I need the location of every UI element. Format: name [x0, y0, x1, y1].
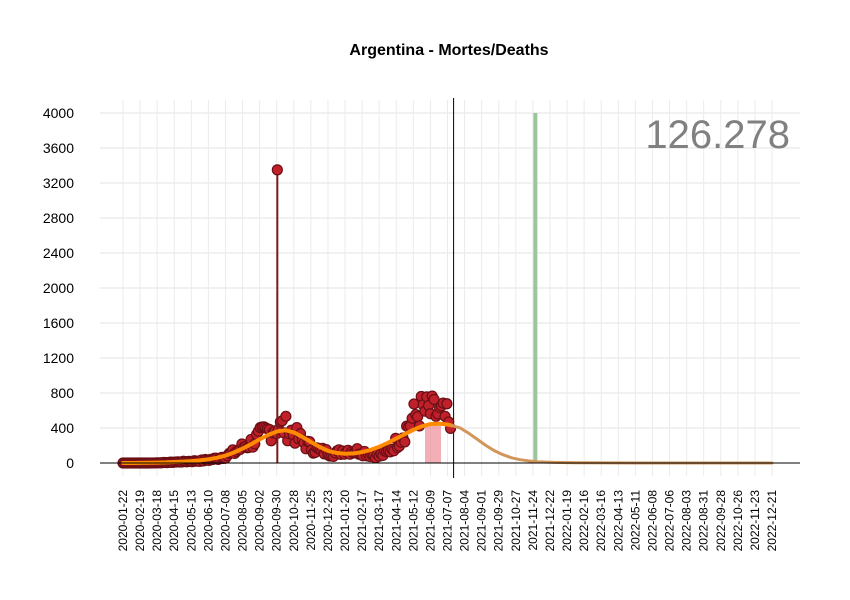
smoothed-trend-line — [121, 421, 454, 465]
x-tick-label: 2020-02-19 — [133, 490, 147, 552]
x-tick-label: 2021-08-04 — [458, 490, 472, 552]
projection-line — [450, 423, 774, 465]
x-tick-label: 2022-08-31 — [697, 490, 711, 552]
chart-title: Argentina - Mortes/Deaths — [349, 42, 548, 59]
y-tick-label: 4000 — [43, 105, 74, 121]
data-point — [280, 410, 292, 422]
x-tick-label: 2020-04-15 — [167, 490, 181, 552]
y-axis-ticks: 0 400 800 1200 1600 2000 2400 2800 3200 3600 4000 — [43, 105, 74, 471]
x-tick-label: 2020-09-02 — [253, 490, 267, 552]
x-tick-label: 2022-07-06 — [663, 490, 677, 552]
x-tick-label: 2022-01-19 — [560, 490, 574, 552]
y-tick-label: 1200 — [43, 350, 74, 366]
x-tick-label: 2021-11-24 — [526, 490, 540, 551]
y-tick-label: 3600 — [43, 140, 74, 156]
x-tick-label: 2020-09-30 — [270, 490, 284, 552]
x-tick-label: 2021-06-09 — [423, 490, 437, 552]
x-tick-label: 2021-04-14 — [389, 490, 403, 552]
x-tick-label: 2021-09-29 — [492, 490, 506, 552]
x-tick-label: 2022-10-26 — [731, 490, 745, 552]
data-points — [117, 164, 457, 469]
x-tick-label: 2021-02-17 — [355, 490, 369, 552]
x-tick-label: 2021-09-01 — [475, 490, 489, 552]
x-tick-label: 2021-07-07 — [441, 490, 455, 552]
x-tick-label: 2022-05-11 — [628, 490, 642, 551]
x-axis-ticks: 2020-01-22 2020-02-19 2020-03-18 2020-04-15… — [116, 490, 779, 552]
total-deaths-counter: 126.278 — [645, 113, 790, 157]
x-tick-label: 2022-04-13 — [611, 490, 625, 552]
x-tick-label: 2022-12-21 — [765, 490, 779, 552]
y-tick-label: 2000 — [43, 280, 74, 296]
x-tick-label: 2020-08-05 — [236, 490, 250, 552]
y-tick-label: 800 — [51, 385, 75, 401]
data-point — [399, 436, 411, 448]
y-tick-label: 1600 — [43, 315, 74, 331]
x-tick-label: 2022-03-16 — [594, 490, 608, 552]
x-tick-label: 2020-12-23 — [321, 490, 335, 552]
grid — [100, 100, 800, 476]
highlight-bar — [425, 425, 441, 463]
x-tick-label: 2020-05-13 — [184, 490, 198, 552]
y-tick-label: 2400 — [43, 245, 74, 261]
x-tick-label: 2020-07-08 — [218, 490, 232, 552]
x-tick-label: 2020-03-18 — [150, 490, 164, 552]
x-tick-label: 2022-02-16 — [577, 490, 591, 552]
x-tick-label: 2020-10-28 — [287, 490, 301, 552]
y-tick-label: 400 — [51, 420, 75, 436]
x-tick-label: 2020-06-10 — [201, 490, 215, 552]
x-tick-label: 2022-08-03 — [680, 490, 694, 552]
outlier-point — [271, 164, 283, 176]
y-tick-label: 3200 — [43, 175, 74, 191]
data-point — [441, 398, 453, 410]
x-tick-label: 2021-10-27 — [509, 490, 523, 552]
x-tick-label: 2021-12-22 — [543, 490, 557, 552]
x-tick-label: 2020-11-25 — [304, 490, 318, 551]
x-tick-label: 2021-03-17 — [372, 490, 386, 552]
x-tick-label: 2021-01-20 — [338, 490, 352, 552]
y-tick-label: 2800 — [43, 210, 74, 226]
x-tick-label: 2022-06-08 — [645, 490, 659, 552]
x-tick-label: 2022-09-28 — [714, 490, 728, 552]
vertical-markers — [425, 98, 538, 478]
x-tick-label: 2021-05-12 — [406, 490, 420, 552]
y-tick-label: 0 — [66, 455, 74, 471]
x-tick-label: 2022-11-23 — [748, 490, 762, 551]
x-tick-label: 2020-01-22 — [116, 490, 130, 552]
